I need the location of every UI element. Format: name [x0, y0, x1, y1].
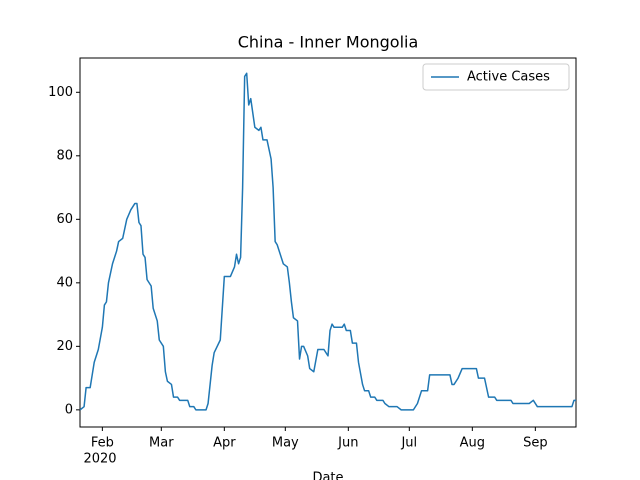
x-tick-label: Feb [91, 436, 114, 451]
axes-frame [79, 57, 577, 428]
legend-label: Active Cases [467, 70, 550, 85]
x-tick-label: Jul [400, 436, 417, 451]
y-tick-label: 40 [56, 275, 73, 290]
x-tick-label: Mar [149, 436, 174, 451]
y-tick-label: 80 [56, 148, 73, 163]
y-tick-label: 0 [65, 402, 73, 417]
x-tick-label: Apr [213, 436, 236, 451]
legend-box [422, 63, 570, 91]
y-tick-label: 100 [48, 85, 73, 100]
x-axis-label: Date [312, 471, 343, 480]
x-tick-label: Sep [523, 436, 548, 451]
x-tick-label: Aug [460, 436, 485, 451]
series-line [79, 72, 576, 411]
chart-title: China - Inner Mongolia [238, 33, 419, 52]
x-tick-label: May [272, 436, 299, 451]
y-tick-label: 60 [56, 212, 73, 227]
y-tick-label: 20 [56, 339, 73, 354]
x-tick-label: Jun [337, 436, 358, 451]
x-year-label: 2020 [83, 452, 116, 467]
